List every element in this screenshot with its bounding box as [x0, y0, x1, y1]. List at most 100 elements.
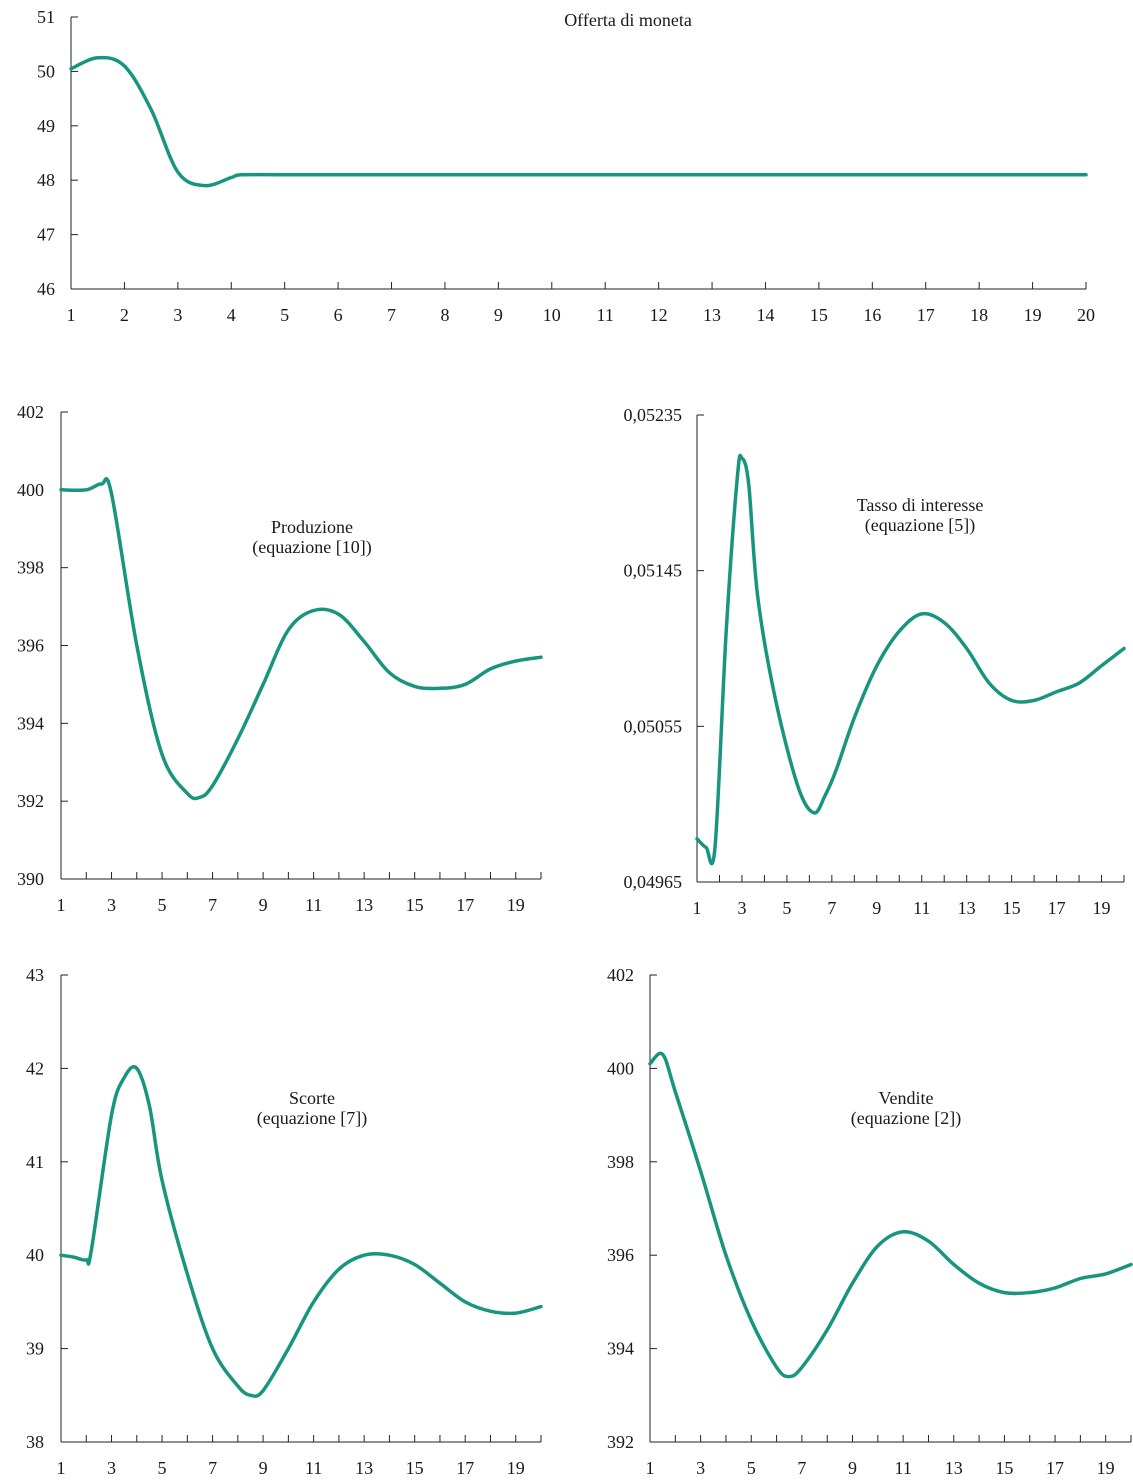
x-tick-label: 5 [280, 305, 289, 325]
x-tick-label: 5 [158, 1458, 167, 1478]
x-tick-label: 7 [387, 305, 396, 325]
y-tick-label: 394 [17, 713, 44, 733]
x-tick-label: 13 [945, 1458, 963, 1478]
x-tick-label: 7 [208, 1458, 217, 1478]
y-tick-label: 51 [37, 7, 55, 27]
x-tick-label: 6 [334, 305, 343, 325]
x-tick-label: 9 [259, 1458, 268, 1478]
x-tick-label: 17 [456, 1458, 474, 1478]
x-tick-label: 11 [597, 305, 614, 325]
chart-title: Tasso di interesse [857, 495, 984, 515]
y-tick-label: 43 [26, 965, 44, 985]
x-tick-label: 3 [696, 1458, 705, 1478]
x-tick-label: 11 [305, 1458, 322, 1478]
y-tick-label: 42 [26, 1058, 44, 1078]
y-tick-label: 38 [26, 1432, 44, 1452]
y-tick-label: 396 [607, 1245, 634, 1265]
x-tick-label: 11 [305, 895, 322, 915]
chart-title: Vendite [879, 1088, 934, 1108]
x-tick-label: 9 [494, 305, 503, 325]
x-tick-label: 14 [756, 305, 774, 325]
x-tick-label: 17 [1046, 1458, 1064, 1478]
series-line [69, 55, 1088, 188]
x-tick-label: 4 [227, 305, 236, 325]
x-tick-label: 5 [158, 895, 167, 915]
x-tick-label: 20 [1077, 305, 1095, 325]
x-tick-label: 19 [507, 1458, 525, 1478]
chart-title: (equazione [10]) [252, 537, 371, 558]
x-tick-label: 17 [1048, 898, 1066, 918]
x-tick-label: 8 [440, 305, 449, 325]
x-tick-label: 1 [57, 1458, 66, 1478]
chart-title: (equazione [7]) [257, 1108, 367, 1129]
y-tick-label: 0,04965 [624, 872, 683, 892]
chart-title: Offerta di moneta [564, 10, 692, 30]
x-tick-label: 15 [810, 305, 828, 325]
y-tick-label: 398 [607, 1152, 634, 1172]
series-line [648, 1051, 1133, 1379]
y-tick-label: 46 [37, 279, 55, 299]
x-tick-label: 18 [970, 305, 988, 325]
x-tick-label: 9 [872, 898, 881, 918]
y-tick-label: 50 [37, 61, 55, 81]
x-tick-label: 15 [1003, 898, 1021, 918]
y-tick-label: 396 [17, 636, 44, 656]
x-tick-label: 13 [355, 895, 373, 915]
x-tick-label: 3 [737, 898, 746, 918]
y-tick-label: 398 [17, 558, 44, 578]
x-tick-label: 3 [107, 1458, 116, 1478]
y-tick-label: 392 [607, 1432, 634, 1452]
chart-title: (equazione [5]) [865, 515, 975, 536]
x-tick-label: 11 [894, 1458, 911, 1478]
x-tick-label: 3 [173, 305, 182, 325]
x-tick-label: 17 [917, 305, 935, 325]
y-tick-label: 392 [17, 791, 44, 811]
y-tick-label: 40 [26, 1245, 44, 1265]
series-line [59, 477, 543, 801]
x-tick-label: 7 [208, 895, 217, 915]
x-tick-label: 9 [259, 895, 268, 915]
x-tick-label: 9 [848, 1458, 857, 1478]
x-tick-label: 15 [406, 1458, 424, 1478]
y-tick-label: 402 [17, 402, 44, 422]
x-tick-label: 12 [650, 305, 668, 325]
y-tick-label: 400 [17, 480, 44, 500]
x-tick-label: 15 [406, 895, 424, 915]
x-tick-label: 11 [913, 898, 930, 918]
x-tick-label: 1 [693, 898, 702, 918]
x-tick-label: 13 [703, 305, 721, 325]
y-tick-label: 394 [607, 1339, 634, 1359]
x-tick-label: 1 [67, 305, 76, 325]
x-tick-label: 5 [747, 1458, 756, 1478]
x-tick-label: 17 [456, 895, 474, 915]
x-tick-label: 1 [57, 895, 66, 915]
y-tick-label: 0,05235 [624, 405, 683, 425]
y-tick-label: 0,05055 [624, 716, 683, 736]
chart-title: (equazione [2]) [851, 1108, 961, 1129]
x-tick-label: 2 [120, 305, 129, 325]
x-tick-label: 7 [827, 898, 836, 918]
x-tick-label: 16 [863, 305, 881, 325]
x-tick-label: 15 [995, 1458, 1013, 1478]
x-tick-label: 13 [355, 1458, 373, 1478]
y-tick-label: 0,05145 [624, 561, 683, 581]
x-tick-label: 10 [543, 305, 561, 325]
y-tick-label: 400 [607, 1058, 634, 1078]
y-tick-label: 39 [26, 1339, 44, 1359]
x-tick-label: 19 [507, 895, 525, 915]
y-tick-label: 402 [607, 965, 634, 985]
x-tick-label: 19 [1024, 305, 1042, 325]
y-tick-label: 48 [37, 170, 55, 190]
x-tick-label: 1 [646, 1458, 655, 1478]
x-tick-label: 5 [782, 898, 791, 918]
y-tick-label: 41 [26, 1152, 44, 1172]
series-line [695, 453, 1126, 866]
y-tick-label: 49 [37, 116, 55, 136]
series-line [59, 1065, 543, 1398]
